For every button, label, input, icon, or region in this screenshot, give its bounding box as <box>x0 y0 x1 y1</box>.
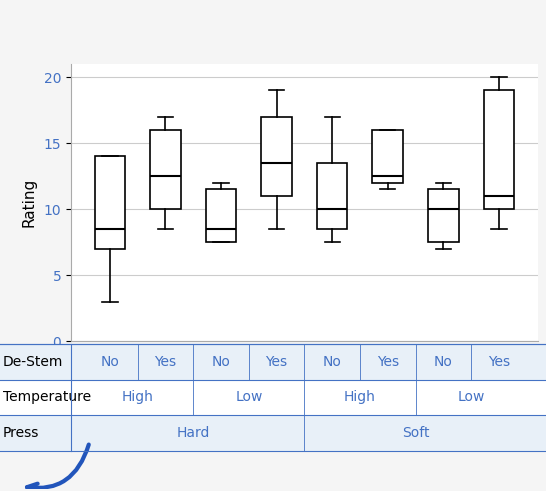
Text: No: No <box>323 355 342 369</box>
Bar <box>0 415 546 451</box>
PathPatch shape <box>484 90 514 209</box>
Text: High: High <box>344 390 376 405</box>
Y-axis label: Rating: Rating <box>22 178 37 227</box>
Text: No: No <box>212 355 230 369</box>
Text: Temperature: Temperature <box>3 390 91 405</box>
Text: No: No <box>100 355 120 369</box>
FancyArrowPatch shape <box>27 444 89 491</box>
PathPatch shape <box>206 190 236 242</box>
Text: De-Stem: De-Stem <box>3 355 63 369</box>
Bar <box>0 380 546 415</box>
Text: Low: Low <box>458 390 485 405</box>
Text: Press: Press <box>3 426 39 440</box>
PathPatch shape <box>428 190 459 242</box>
PathPatch shape <box>372 130 403 183</box>
Text: Soft: Soft <box>402 426 429 440</box>
Text: Low: Low <box>235 390 263 405</box>
Bar <box>0 344 546 380</box>
Text: Yes: Yes <box>265 355 288 369</box>
Text: No: No <box>434 355 453 369</box>
PathPatch shape <box>94 156 125 249</box>
Text: Yes: Yes <box>377 355 399 369</box>
PathPatch shape <box>150 130 181 209</box>
PathPatch shape <box>262 117 292 196</box>
Text: Yes: Yes <box>488 355 510 369</box>
PathPatch shape <box>317 163 347 229</box>
Text: Yes: Yes <box>155 355 176 369</box>
Text: High: High <box>122 390 153 405</box>
Text: Hard: Hard <box>176 426 210 440</box>
